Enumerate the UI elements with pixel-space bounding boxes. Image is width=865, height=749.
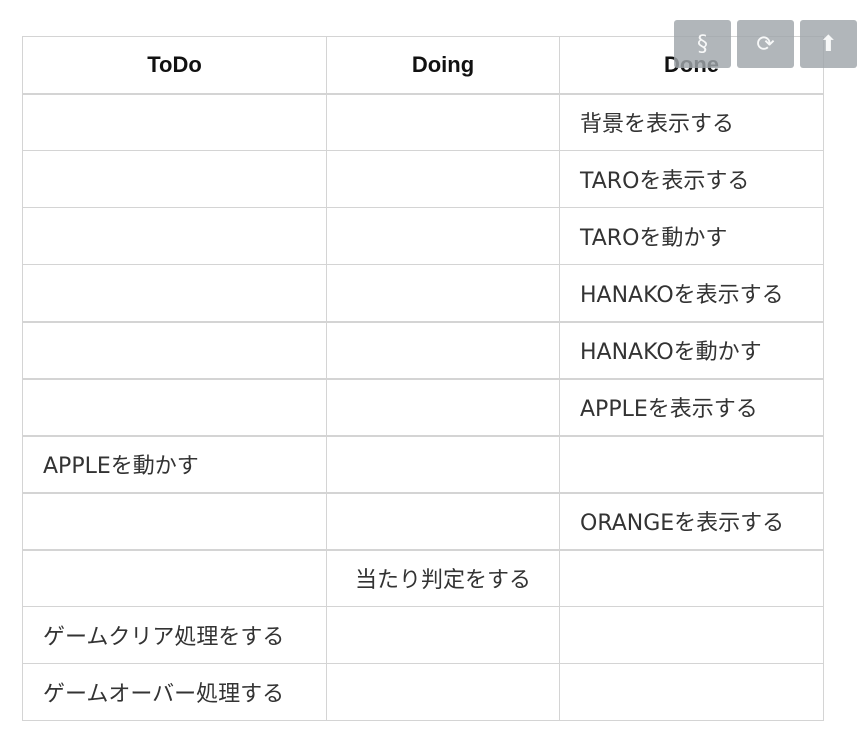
- table-row: 背景を表示する: [22, 93, 824, 151]
- table-row: ORANGEを表示する: [22, 492, 824, 551]
- doing-cell: [326, 492, 560, 551]
- todo-cell: [22, 207, 327, 265]
- todo-cell: [22, 150, 327, 208]
- done-cell: TAROを動かす: [559, 207, 824, 265]
- table-row: 当たり判定をする: [22, 549, 824, 607]
- doing-cell: 当たり判定をする: [326, 549, 560, 607]
- table-row: APPLEを動かす: [22, 435, 824, 494]
- done-cell: [559, 606, 824, 664]
- done-cell: APPLEを表示する: [559, 378, 824, 437]
- doing-cell: [326, 321, 560, 380]
- todo-cell: ゲームオーバー処理する: [22, 663, 327, 721]
- doing-cell: [326, 663, 560, 721]
- doing-cell: [326, 150, 560, 208]
- kanban-board: ToDo Doing Done 背景を表示する TAROを表示する TAROを動…: [22, 36, 824, 721]
- section-icon: §: [697, 31, 708, 57]
- column-header-doing: Doing: [326, 36, 560, 95]
- done-cell: 背景を表示する: [559, 93, 824, 151]
- doing-cell: [326, 378, 560, 437]
- doing-cell: [326, 606, 560, 664]
- up-arrow-icon: ⬆: [819, 31, 838, 57]
- floating-toolbar: § ⟳ ⬆: [674, 20, 857, 68]
- done-cell: HANAKOを表示する: [559, 264, 824, 323]
- table-row: TAROを表示する: [22, 150, 824, 208]
- todo-cell: [22, 492, 327, 551]
- todo-cell: [22, 549, 327, 607]
- refresh-button[interactable]: ⟳: [737, 20, 794, 68]
- table-row: TAROを動かす: [22, 207, 824, 265]
- table-row: APPLEを表示する: [22, 378, 824, 437]
- column-header-todo: ToDo: [22, 36, 327, 95]
- table-row: ゲームクリア処理をする: [22, 606, 824, 664]
- done-cell: ORANGEを表示する: [559, 492, 824, 551]
- refresh-icon: ⟳: [756, 31, 775, 57]
- done-cell: [559, 435, 824, 494]
- doing-cell: [326, 207, 560, 265]
- doing-cell: [326, 264, 560, 323]
- done-cell: [559, 663, 824, 721]
- doing-cell: [326, 435, 560, 494]
- todo-cell: ゲームクリア処理をする: [22, 606, 327, 664]
- done-cell: TAROを表示する: [559, 150, 824, 208]
- done-cell: HANAKOを動かす: [559, 321, 824, 380]
- section-button[interactable]: §: [674, 20, 731, 68]
- table-row: ゲームオーバー処理する: [22, 663, 824, 721]
- todo-cell: [22, 321, 327, 380]
- todo-cell: APPLEを動かす: [22, 435, 327, 494]
- todo-cell: [22, 93, 327, 151]
- table-row: HANAKOを動かす: [22, 321, 824, 380]
- done-cell: [559, 549, 824, 607]
- todo-cell: [22, 264, 327, 323]
- doing-cell: [326, 93, 560, 151]
- scroll-top-button[interactable]: ⬆: [800, 20, 857, 68]
- table-row: HANAKOを表示する: [22, 264, 824, 323]
- todo-cell: [22, 378, 327, 437]
